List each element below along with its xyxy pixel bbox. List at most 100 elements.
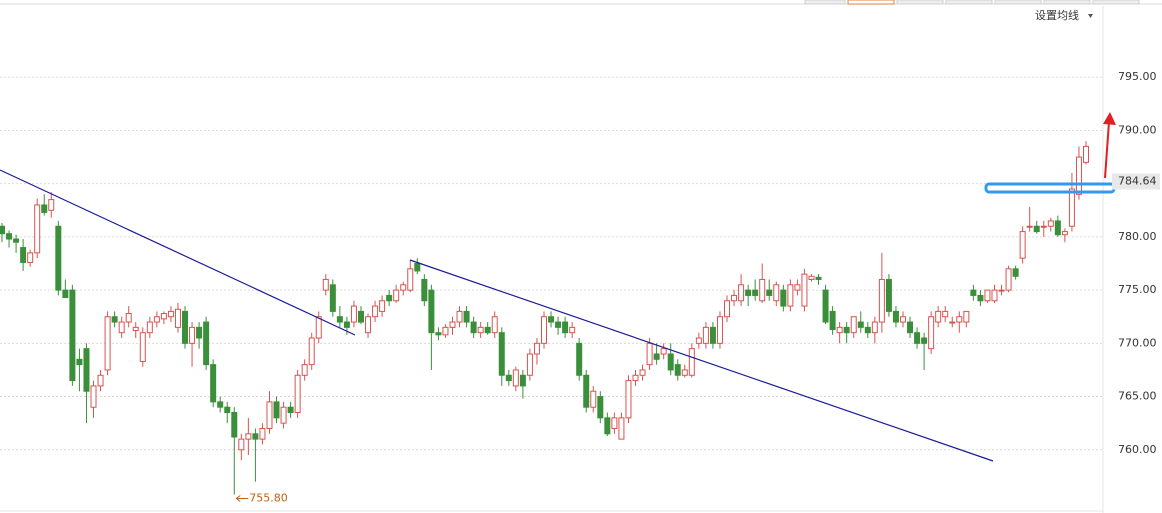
candle-body bbox=[822, 289, 829, 323]
candle-body bbox=[6, 233, 13, 240]
candle-body bbox=[935, 310, 942, 323]
candle-body bbox=[787, 284, 794, 307]
candle-body bbox=[801, 273, 808, 307]
arrow-head bbox=[1103, 112, 1116, 125]
candle-body bbox=[667, 353, 674, 371]
candle-body bbox=[238, 438, 245, 451]
candle-body bbox=[62, 289, 69, 299]
candle-body bbox=[724, 300, 731, 318]
candle-body bbox=[618, 417, 625, 440]
candle-body bbox=[365, 316, 372, 334]
candle-body bbox=[977, 294, 984, 302]
candles bbox=[0, 141, 1089, 495]
candle-body bbox=[357, 310, 364, 323]
candle-body bbox=[294, 374, 301, 414]
tab[interactable] bbox=[1092, 0, 1140, 5]
candle-body bbox=[780, 289, 787, 307]
candle-body bbox=[766, 289, 773, 296]
candle-body bbox=[442, 326, 449, 336]
candle-body bbox=[709, 326, 716, 344]
tab[interactable] bbox=[945, 0, 993, 5]
red-arrow bbox=[1103, 112, 1116, 179]
candle-body bbox=[611, 417, 618, 429]
candle-body bbox=[491, 316, 498, 334]
candle-body bbox=[1040, 225, 1047, 228]
candle-body bbox=[301, 364, 308, 376]
candle-body bbox=[885, 278, 892, 312]
tab[interactable] bbox=[804, 0, 846, 5]
candle-body bbox=[716, 316, 723, 344]
candle-body bbox=[379, 300, 386, 312]
candle-body bbox=[189, 326, 196, 344]
candle-body bbox=[449, 321, 456, 328]
candle-body bbox=[738, 284, 745, 302]
candle-body bbox=[1012, 268, 1019, 277]
candle-body bbox=[484, 326, 491, 334]
menu-button[interactable]: 设置均线 bbox=[1035, 8, 1079, 22]
candle-body bbox=[512, 369, 519, 387]
candle-body bbox=[266, 401, 273, 429]
candle-body bbox=[104, 316, 111, 371]
candle-body bbox=[308, 337, 315, 366]
tab[interactable] bbox=[1043, 0, 1091, 5]
candle-body bbox=[132, 326, 139, 332]
tab[interactable] bbox=[896, 0, 944, 5]
tab[interactable] bbox=[994, 0, 1042, 5]
candle-body bbox=[414, 263, 421, 272]
tab-active[interactable] bbox=[847, 0, 895, 5]
candle-body bbox=[1075, 156, 1082, 195]
candle-body bbox=[660, 348, 667, 355]
candle-body bbox=[815, 276, 822, 280]
candle-body bbox=[20, 247, 27, 263]
candle-body bbox=[590, 390, 597, 408]
candle-body bbox=[519, 374, 526, 387]
candle-body bbox=[470, 321, 477, 334]
candle-body bbox=[576, 342, 583, 376]
candle-body bbox=[167, 310, 174, 318]
menu-caret[interactable] bbox=[1088, 14, 1093, 18]
candle-body bbox=[34, 204, 41, 254]
candle-body bbox=[702, 326, 709, 344]
last-price-box bbox=[1112, 173, 1160, 190]
candle-body bbox=[83, 348, 90, 392]
candle-body bbox=[674, 364, 681, 376]
candle-body bbox=[1005, 268, 1012, 291]
candle-body bbox=[688, 348, 695, 376]
candle-body bbox=[555, 321, 562, 328]
trend-line bbox=[409, 259, 994, 462]
candle-body bbox=[231, 412, 238, 438]
candle-body bbox=[794, 284, 801, 291]
candle-body bbox=[477, 326, 484, 334]
candle-body bbox=[949, 321, 956, 324]
candle-body bbox=[597, 396, 604, 419]
y-tick-label: 765.00 bbox=[1118, 390, 1157, 403]
candle-body bbox=[182, 310, 189, 344]
candle-body bbox=[1033, 225, 1040, 233]
candle-body bbox=[372, 305, 379, 318]
candle-body bbox=[899, 316, 906, 323]
candle-body bbox=[456, 310, 463, 323]
candle-body bbox=[463, 310, 470, 323]
candle-body bbox=[695, 337, 702, 344]
candle-body bbox=[1026, 225, 1033, 228]
candle-body bbox=[864, 326, 871, 334]
candle-body bbox=[350, 305, 357, 323]
candle-body bbox=[498, 332, 505, 376]
candle-body bbox=[315, 316, 322, 339]
candle-body bbox=[970, 289, 977, 296]
candle-body bbox=[646, 342, 653, 366]
candle-body bbox=[1047, 220, 1054, 227]
top-tabs bbox=[0, 0, 1162, 5]
candle-body bbox=[984, 289, 991, 302]
candle-body bbox=[435, 332, 442, 336]
candle-body bbox=[892, 310, 899, 323]
candle-body bbox=[871, 321, 878, 334]
candle-body bbox=[386, 294, 393, 302]
low-arrow-head bbox=[235, 495, 241, 502]
y-tick-label: 770.00 bbox=[1118, 336, 1157, 349]
candle-body bbox=[287, 406, 294, 414]
candle-body bbox=[541, 316, 547, 344]
